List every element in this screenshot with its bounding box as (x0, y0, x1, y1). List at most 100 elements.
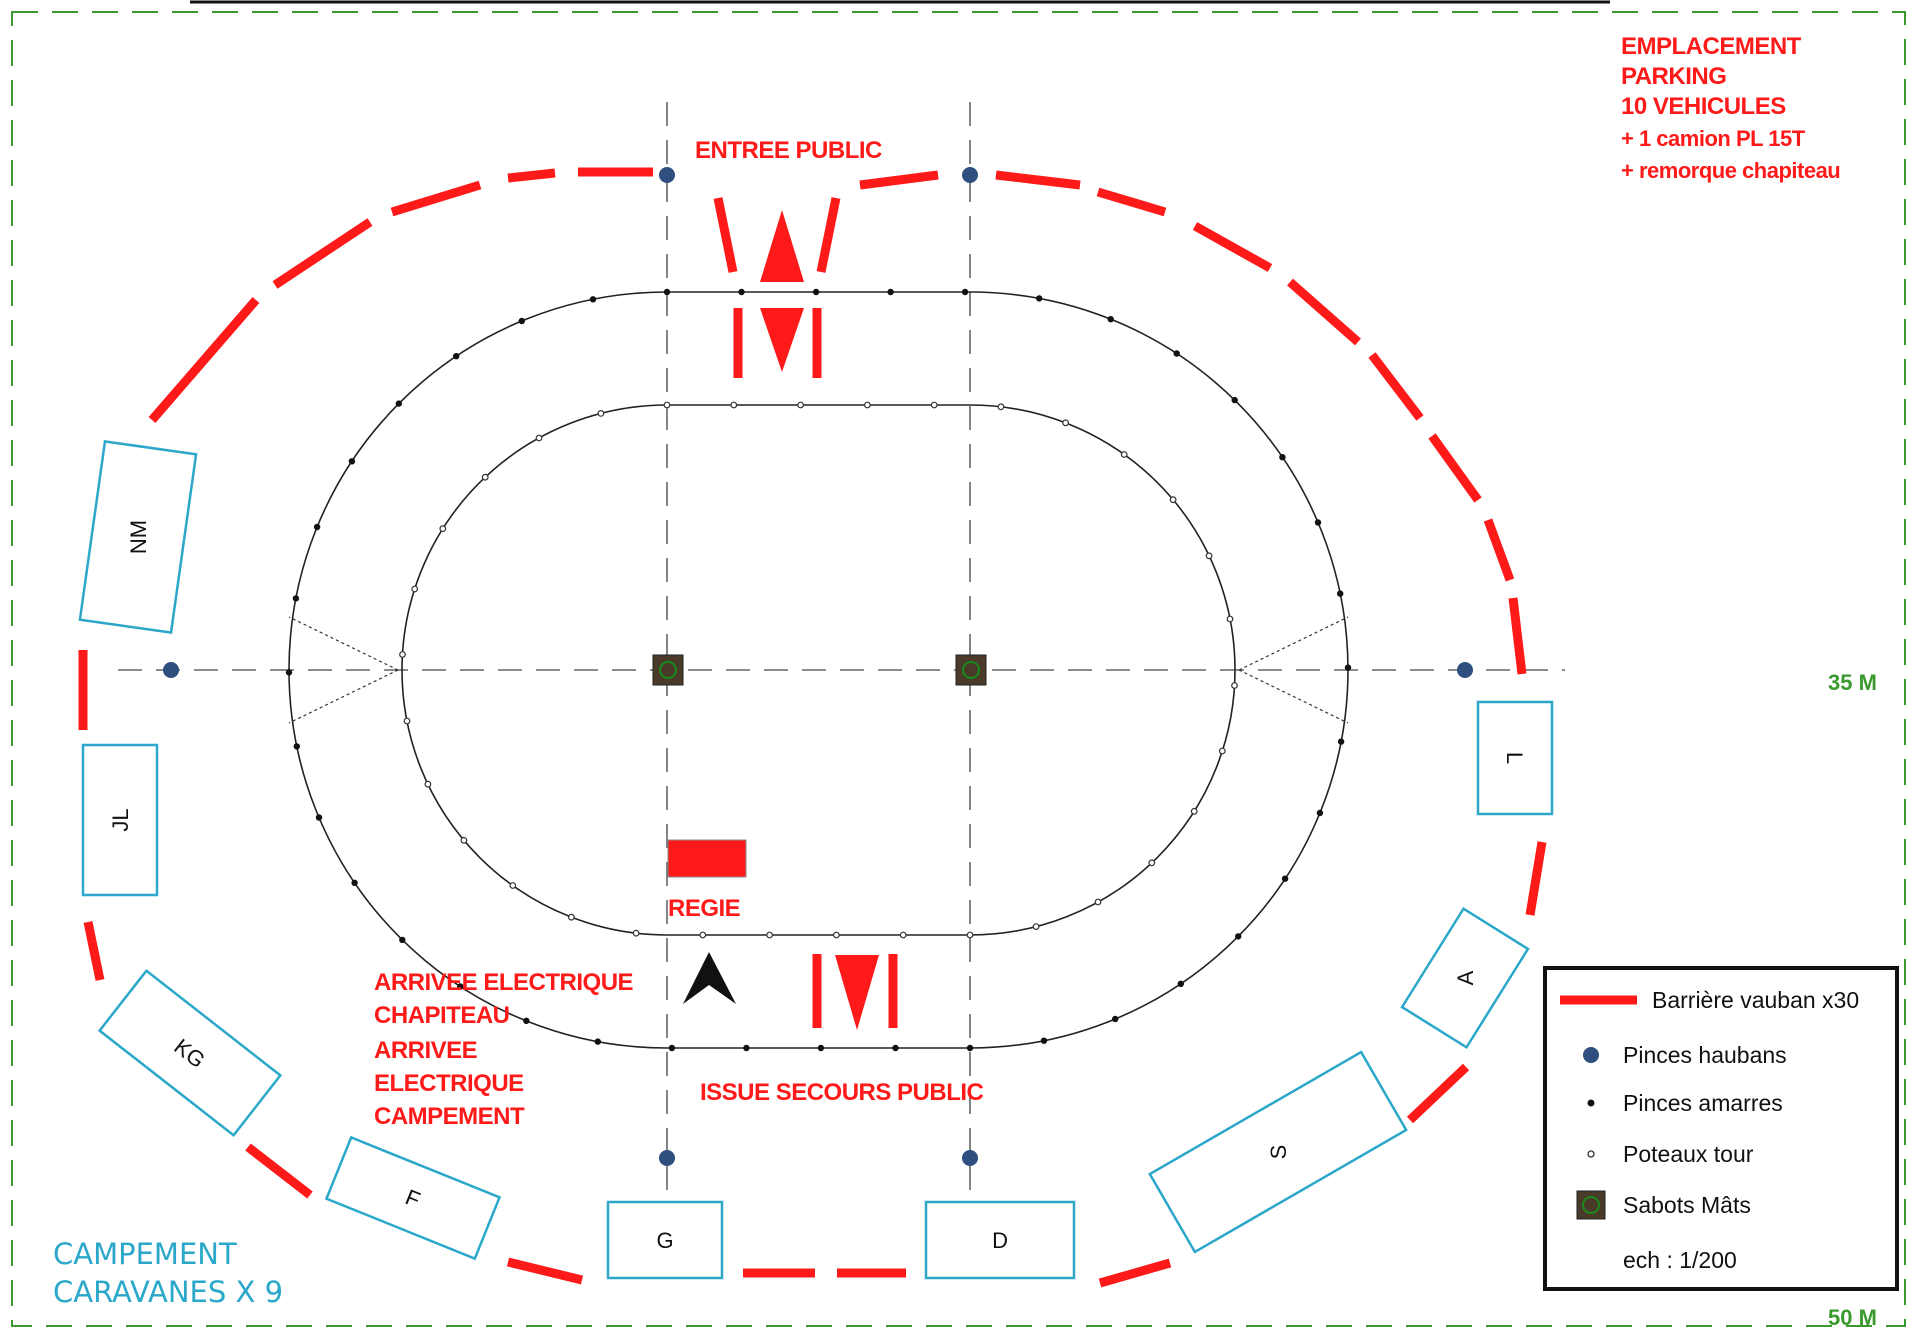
arrivee-campement-line-1: ARRIVEE (374, 1037, 478, 1064)
axis-lines (118, 102, 1565, 1230)
poteau-tour (399, 651, 406, 658)
poteau-tour (535, 434, 543, 442)
poteau-tour (568, 913, 575, 921)
pince-amarre (594, 1038, 601, 1045)
pince-amarre (663, 288, 671, 296)
legend-pinces-haubans: Pinces haubans (1623, 1042, 1787, 1068)
barrier-segment (1192, 222, 1273, 272)
sabot-mat (955, 654, 987, 686)
svg-text:G: G (656, 1228, 673, 1253)
poteau-tour (997, 403, 1005, 411)
pince-amarre (892, 1044, 899, 1052)
legend-barriere: Barrière vauban x30 (1652, 987, 1859, 1013)
poteau-tour (1231, 682, 1238, 689)
poteau-tour (1169, 496, 1177, 504)
pince-amarre (812, 288, 820, 296)
pince-amarre (292, 595, 300, 602)
arrivee-chapiteau-line-1: ARRIVEE ELECTRIQUE (374, 969, 634, 996)
poteau-tour (1148, 859, 1156, 867)
barrier-segment (713, 197, 738, 273)
regie-block (667, 839, 747, 878)
legend-haubans-swatch (1583, 1047, 1599, 1063)
svg-text:D: D (992, 1228, 1008, 1253)
pince-amarre (348, 458, 356, 465)
campement-line-2: CARAVANES X 9 (53, 1275, 283, 1309)
parking-line-4: + 1 camion PL 15T (1621, 126, 1806, 151)
poteau-tour (1190, 807, 1198, 815)
issue-secours-label: ISSUE SECOURS PUBLIC (700, 1079, 984, 1106)
pince-amarre (1173, 350, 1180, 357)
barrier-ring (78, 167, 1547, 1288)
sabot-mat (652, 654, 684, 686)
barrier-segment (1508, 597, 1527, 675)
barrier-segment (1428, 433, 1482, 503)
pince-hauban (1457, 662, 1473, 678)
pince-amarre (743, 1044, 750, 1052)
arrivee-campement-line-2: ELECTRIQUE (374, 1070, 524, 1097)
barrier-segment (1483, 518, 1515, 582)
pince-hauban (163, 662, 179, 678)
barrier-segment (995, 170, 1081, 190)
poteau-tour (460, 836, 468, 844)
poteau-tour (1120, 451, 1128, 458)
pince-amarre (817, 1044, 825, 1052)
pince-amarre (313, 523, 321, 531)
pince-amarre (1337, 590, 1344, 597)
pince-amarre (1231, 396, 1238, 404)
barrier-segment (272, 218, 373, 289)
poteau-tour (966, 931, 974, 939)
poteau-tour (930, 401, 938, 409)
parking-line-1: EMPLACEMENT (1621, 33, 1802, 60)
svg-text:A: A (1453, 970, 1478, 985)
pince-amarre (293, 743, 300, 750)
caravan-d: D (924, 1200, 1076, 1280)
pinces-haubans (163, 167, 1473, 1166)
pince-amarre (1337, 738, 1345, 745)
parking-line-2: PARKING (1621, 63, 1726, 90)
barrier-segment (1287, 278, 1361, 346)
barrier-segment (1096, 187, 1167, 217)
poteau-tour (1032, 923, 1040, 930)
pince-amarre (523, 1017, 530, 1024)
caravan-nm: NM (78, 440, 198, 634)
poteau-tour (663, 401, 671, 409)
poteau-tour (833, 931, 840, 939)
legend-poteaux-tour: Poteaux tour (1623, 1141, 1754, 1167)
poteau-tour (632, 929, 640, 937)
barrier-segment (1098, 1258, 1172, 1288)
pince-hauban (962, 167, 978, 183)
legend-sabot-swatch (1576, 1190, 1606, 1220)
poteau-tour (730, 401, 738, 409)
poteau-tour (864, 401, 871, 409)
caravan-g: G (606, 1200, 724, 1280)
pince-amarre (1314, 519, 1322, 526)
poteau-tour (1226, 615, 1234, 623)
issue-arrow-down (835, 955, 879, 1030)
poteau-tour (424, 780, 432, 788)
poteau-tour (481, 473, 489, 481)
barrier-segment (245, 1143, 313, 1199)
poteau-tour (439, 525, 447, 533)
dimension-50m: 50 M (1828, 1305, 1877, 1330)
legend-sabots-mats: Sabots Mâts (1623, 1192, 1751, 1218)
dimension-35m: 35 M (1828, 670, 1877, 695)
parking-line-5: + remorque chapiteau (1621, 158, 1840, 183)
pince-hauban (659, 167, 675, 183)
pince-amarre (518, 317, 525, 325)
pince-hauban (659, 1150, 675, 1166)
entree-public-label: ENTREE PUBLIC (695, 137, 882, 164)
caravan-f: F (324, 1135, 502, 1261)
pince-amarre (1112, 1015, 1119, 1023)
end-rays (288, 616, 1349, 724)
pince-amarre (285, 669, 293, 676)
caravan-l: L (1476, 700, 1554, 816)
pince-amarre (1036, 295, 1043, 302)
barrier-segment (1368, 352, 1424, 421)
barrier-segment (507, 168, 556, 183)
pince-amarre (351, 879, 358, 886)
poteau-tour (1094, 898, 1102, 906)
poteau-tour (1205, 552, 1213, 560)
barrier-segment (1525, 841, 1547, 916)
legend-pinces-amarres: Pinces amarres (1623, 1090, 1783, 1116)
